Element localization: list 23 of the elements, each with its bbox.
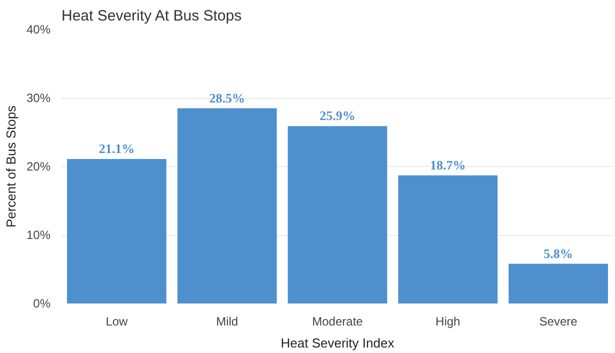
y-axis-title: Percent of Bus Stops xyxy=(3,104,18,228)
data-label: 5.8% xyxy=(544,246,573,261)
bar xyxy=(288,126,388,304)
x-axis-title: Heat Severity Index xyxy=(280,336,395,350)
bar xyxy=(398,175,498,304)
x-tick-label: Low xyxy=(106,314,128,328)
x-tick-label: Moderate xyxy=(312,314,364,328)
x-tick-label: High xyxy=(436,314,460,328)
data-label: 28.5% xyxy=(209,90,245,106)
y-tick-label: 0% xyxy=(33,296,51,310)
y-tick-label: 40% xyxy=(26,22,51,36)
bar xyxy=(508,264,608,304)
chart-title: Heat Severity At Bus Stops xyxy=(62,8,242,24)
x-tick-label: Mild xyxy=(216,314,238,328)
data-label: 25.9% xyxy=(320,108,356,124)
x-tick-label: Severe xyxy=(539,314,578,328)
bar xyxy=(67,158,166,304)
y-tick-label: 10% xyxy=(26,228,51,242)
data-label: 18.7% xyxy=(430,157,466,172)
bar xyxy=(177,108,277,304)
y-tick-label: 30% xyxy=(26,91,51,105)
y-tick-label: 20% xyxy=(26,160,51,174)
data-label: 21.1% xyxy=(98,140,135,156)
